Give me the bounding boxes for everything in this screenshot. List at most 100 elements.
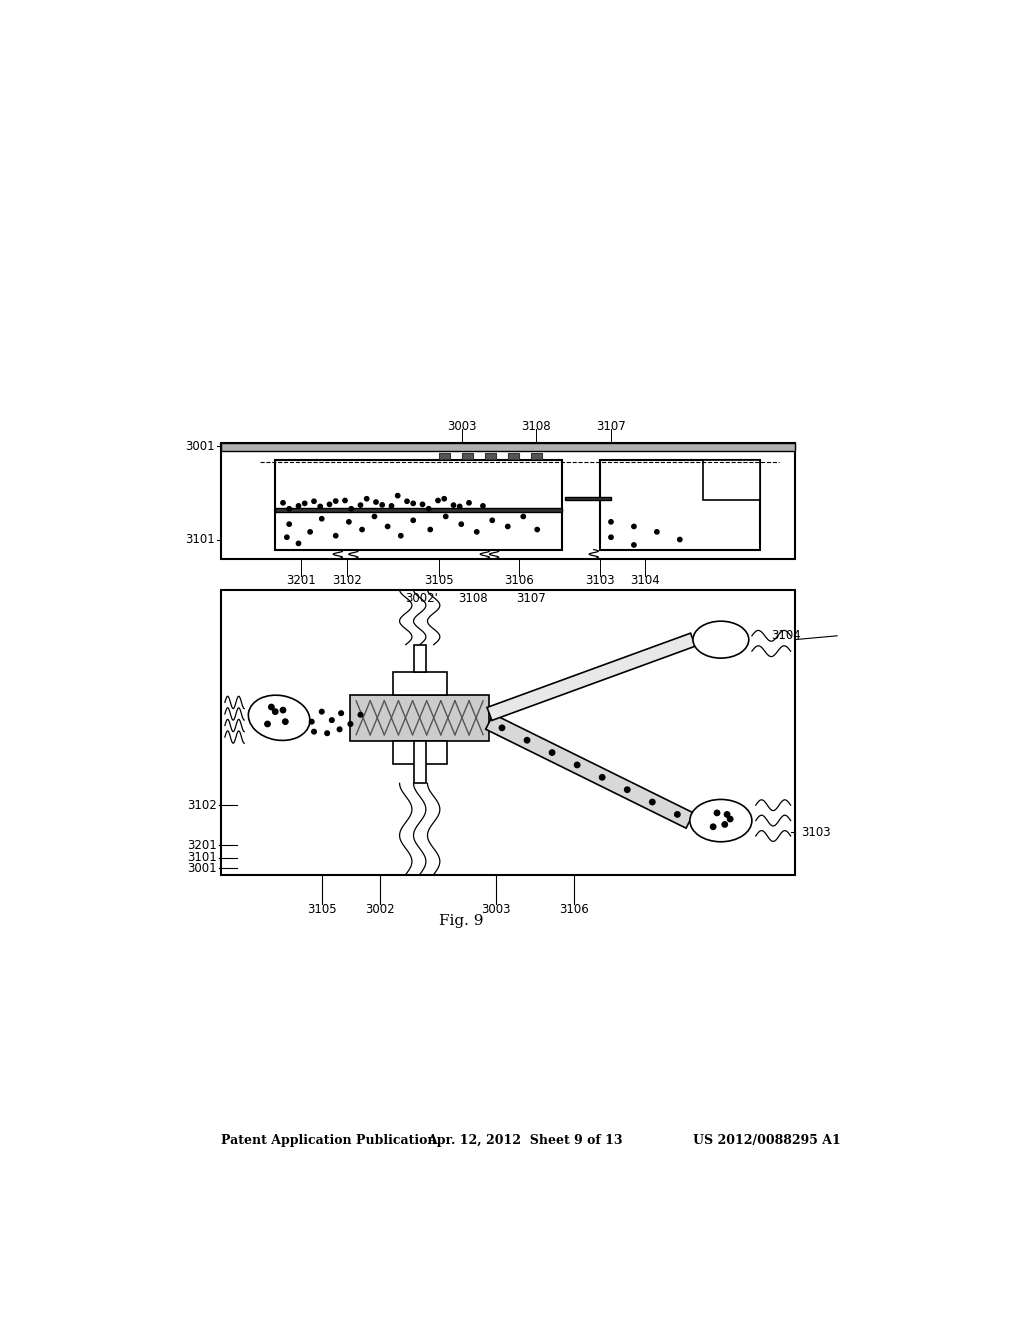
Bar bbox=[275, 508, 562, 512]
Circle shape bbox=[404, 499, 410, 503]
Text: 3003: 3003 bbox=[447, 420, 476, 433]
Circle shape bbox=[442, 496, 446, 500]
Circle shape bbox=[325, 731, 330, 735]
Text: 3002': 3002' bbox=[406, 593, 438, 606]
Circle shape bbox=[715, 810, 720, 816]
Circle shape bbox=[348, 722, 352, 726]
Circle shape bbox=[411, 519, 416, 523]
Circle shape bbox=[389, 504, 393, 508]
Circle shape bbox=[490, 519, 495, 523]
Circle shape bbox=[312, 499, 316, 503]
Bar bbox=[484, 453, 496, 459]
Circle shape bbox=[722, 822, 727, 828]
Circle shape bbox=[319, 516, 324, 521]
Circle shape bbox=[678, 537, 682, 541]
Circle shape bbox=[287, 521, 292, 527]
Circle shape bbox=[339, 711, 343, 715]
Circle shape bbox=[309, 719, 314, 723]
Circle shape bbox=[427, 507, 431, 511]
Text: 3001: 3001 bbox=[187, 862, 217, 875]
Bar bbox=[599, 461, 760, 549]
Circle shape bbox=[365, 496, 369, 500]
Text: 3104: 3104 bbox=[771, 630, 801, 643]
Bar bbox=[414, 741, 426, 783]
Bar bbox=[221, 590, 795, 874]
Bar bbox=[702, 461, 760, 500]
Text: 3003: 3003 bbox=[481, 903, 511, 916]
Circle shape bbox=[609, 520, 613, 524]
Text: 3102: 3102 bbox=[333, 574, 362, 587]
Circle shape bbox=[318, 504, 323, 508]
Bar bbox=[350, 694, 489, 741]
Circle shape bbox=[506, 524, 510, 528]
Circle shape bbox=[458, 504, 462, 508]
Text: 3101: 3101 bbox=[187, 851, 217, 865]
Circle shape bbox=[359, 528, 365, 532]
Circle shape bbox=[632, 524, 636, 528]
Circle shape bbox=[347, 520, 351, 524]
Circle shape bbox=[500, 725, 505, 730]
Circle shape bbox=[296, 541, 301, 545]
Circle shape bbox=[524, 738, 529, 743]
Circle shape bbox=[343, 499, 347, 503]
Bar bbox=[221, 444, 795, 558]
Text: Patent Application Publication: Patent Application Publication bbox=[221, 1134, 436, 1147]
Bar bbox=[530, 453, 542, 459]
Circle shape bbox=[319, 709, 324, 714]
Circle shape bbox=[358, 713, 362, 717]
Circle shape bbox=[727, 816, 733, 822]
Text: 3201: 3201 bbox=[187, 838, 217, 851]
Circle shape bbox=[474, 529, 479, 535]
Circle shape bbox=[574, 762, 580, 768]
Circle shape bbox=[374, 500, 378, 504]
Text: 3108: 3108 bbox=[459, 593, 488, 606]
Polygon shape bbox=[485, 714, 693, 828]
Ellipse shape bbox=[693, 622, 749, 659]
Circle shape bbox=[459, 521, 464, 527]
Circle shape bbox=[398, 533, 403, 537]
Circle shape bbox=[287, 507, 292, 511]
Text: 3106: 3106 bbox=[559, 903, 589, 916]
Circle shape bbox=[428, 528, 432, 532]
Text: US 2012/0088295 A1: US 2012/0088295 A1 bbox=[693, 1134, 841, 1147]
Text: 3108: 3108 bbox=[521, 420, 551, 433]
Text: 3106: 3106 bbox=[505, 574, 535, 587]
Circle shape bbox=[268, 705, 274, 710]
Circle shape bbox=[625, 787, 630, 792]
Circle shape bbox=[285, 535, 289, 540]
Circle shape bbox=[296, 504, 301, 508]
Circle shape bbox=[436, 499, 440, 503]
Bar bbox=[275, 461, 562, 549]
Text: 3107: 3107 bbox=[516, 593, 546, 606]
Circle shape bbox=[452, 503, 456, 507]
Circle shape bbox=[358, 503, 362, 507]
Circle shape bbox=[443, 515, 447, 519]
Bar bbox=[414, 644, 426, 672]
Text: Fig. 9: Fig. 9 bbox=[439, 913, 483, 928]
Circle shape bbox=[283, 719, 288, 725]
Circle shape bbox=[481, 504, 485, 508]
Circle shape bbox=[535, 528, 540, 532]
Text: 3101: 3101 bbox=[185, 533, 215, 546]
Bar bbox=[392, 672, 446, 694]
Circle shape bbox=[308, 529, 312, 535]
Circle shape bbox=[724, 812, 730, 817]
Circle shape bbox=[649, 800, 655, 805]
Circle shape bbox=[609, 535, 613, 540]
Circle shape bbox=[550, 750, 555, 755]
Circle shape bbox=[395, 494, 399, 498]
Circle shape bbox=[281, 500, 285, 506]
Circle shape bbox=[521, 515, 525, 519]
Bar bbox=[565, 496, 611, 500]
Circle shape bbox=[334, 499, 338, 503]
Bar bbox=[392, 741, 446, 764]
Circle shape bbox=[373, 515, 377, 519]
Circle shape bbox=[411, 502, 416, 506]
Circle shape bbox=[654, 529, 659, 535]
Text: 3104: 3104 bbox=[631, 574, 660, 587]
Bar bbox=[439, 453, 450, 459]
Circle shape bbox=[330, 718, 334, 722]
Text: 3105: 3105 bbox=[307, 903, 337, 916]
Circle shape bbox=[272, 709, 278, 714]
Text: 3201: 3201 bbox=[287, 574, 316, 587]
